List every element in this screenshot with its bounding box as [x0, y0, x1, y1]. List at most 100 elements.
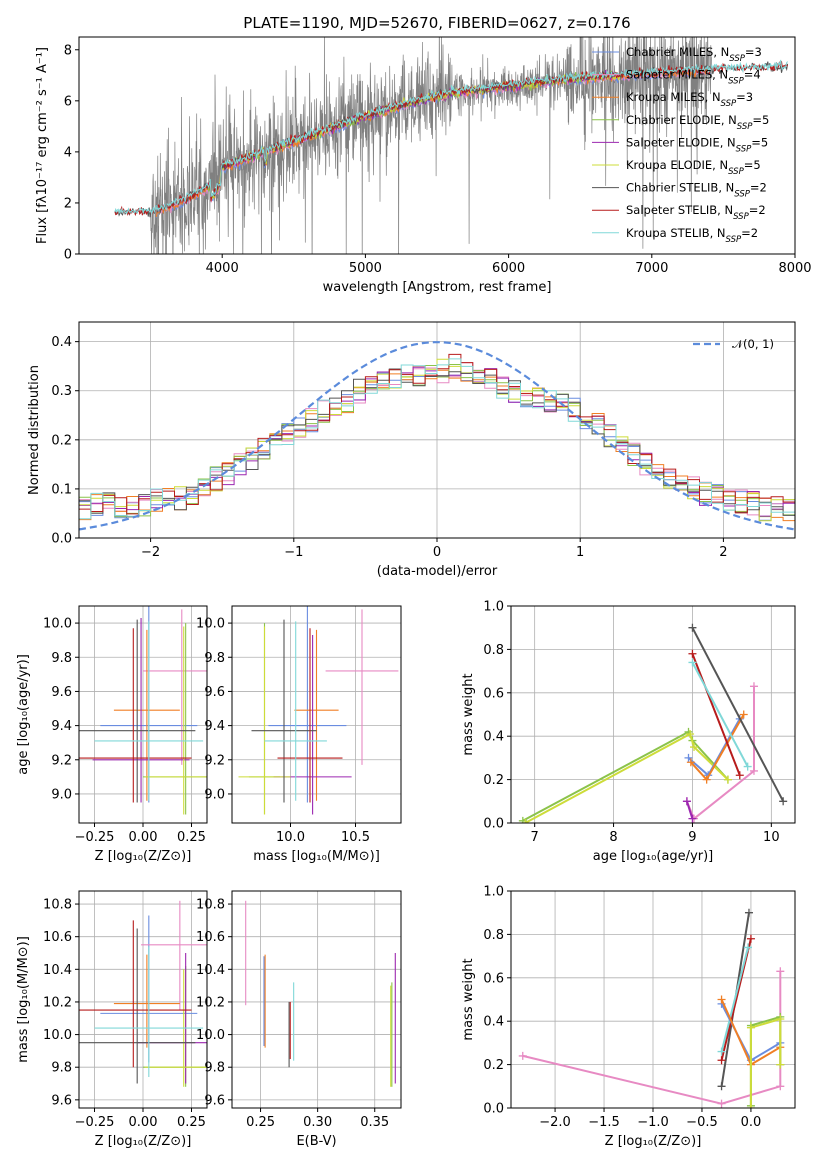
y-tick-label: 9.4 — [51, 719, 72, 734]
legend-entry: Salpeter STELIB, NSSP=2 — [626, 203, 766, 222]
point-marker — [749, 766, 758, 775]
y-tick-label: 10.0 — [43, 617, 72, 632]
y-tick-label: 10.2 — [43, 995, 72, 1010]
errorbar-salpeter-miles — [325, 609, 399, 765]
errorbar-kroupa-elodie — [238, 626, 291, 815]
legend-tail: =4 — [744, 68, 761, 82]
legend-text: Salpeter ELODIE, N — [626, 135, 736, 149]
x-tick-label: 0.25 — [246, 1115, 275, 1130]
y-tick-label: 0.1 — [51, 482, 72, 497]
legend-entry: Chabrier ELODIE, NSSP=5 — [626, 113, 769, 132]
point-marker — [518, 1051, 527, 1060]
legend-entry: Chabrier MILES, NSSP=3 — [626, 45, 762, 64]
legend-sub: SSP — [733, 212, 749, 222]
legend-sub: SSP — [737, 122, 753, 132]
point-marker — [702, 775, 711, 784]
y-tick-label: 9.6 — [51, 1093, 72, 1108]
y-tick-label: 0.2 — [483, 773, 504, 788]
x-tick-label: 8000 — [778, 261, 811, 276]
legend-sub: SSP — [721, 99, 737, 109]
point-marker — [743, 943, 752, 952]
series-salpeter-stelib — [688, 649, 744, 780]
legend-entry: Salpeter MILES, NSSP=4 — [626, 68, 761, 87]
legend-tail: =5 — [751, 135, 768, 149]
y-tick-label: 10.0 — [43, 1028, 72, 1043]
x-tick-label: 5000 — [349, 261, 382, 276]
legend-tail: =3 — [736, 90, 753, 104]
y-tick-label: 9.8 — [204, 651, 225, 666]
axes-frame — [78, 890, 208, 1109]
errorbar-salpeter-elodie — [273, 635, 352, 815]
point-marker — [735, 771, 744, 780]
point-marker — [682, 797, 691, 806]
point-marker — [717, 1082, 726, 1091]
point-marker — [776, 967, 785, 976]
y-tick-label: 10.4 — [196, 963, 225, 978]
series-salpeter-miles — [518, 967, 785, 1108]
legend-tail: =5 — [752, 113, 769, 127]
x-axis-label: Z [log₁₀(Z/Z⊙)] — [95, 1134, 192, 1149]
point-marker — [688, 658, 697, 667]
point-marker — [743, 762, 752, 771]
legend-tail: =2 — [750, 181, 767, 195]
grid — [232, 891, 401, 1108]
series-line — [749, 1017, 782, 1108]
point-marker — [717, 1099, 726, 1108]
errorbar-kroupa-stelib — [94, 621, 204, 801]
axes-frame — [231, 605, 402, 824]
legend-sub: SSP — [728, 167, 744, 177]
series-line — [691, 653, 741, 776]
series-kroupa-elodie — [521, 730, 732, 823]
y-tick-label: 9.6 — [204, 685, 225, 700]
age-vs-mass-panel: 10.0 10.5 9.0 9.2 9.4 9.6 9.8 10.0 mass [log₁₀(M… — [196, 605, 402, 864]
legend-entry: Kroupa STELIB, NSSP=2 — [626, 226, 758, 245]
x-tick-label: −0.5 — [686, 1115, 718, 1130]
x-tick-label: 0.00 — [129, 1115, 158, 1130]
legend-sub: SSP — [736, 144, 752, 154]
y-tick-label: 0.4 — [51, 335, 72, 350]
x-tick-label: 1 — [576, 545, 584, 560]
errorbar-chabrier-stelib — [251, 619, 317, 803]
point-marker — [688, 623, 697, 632]
legend-text: Chabrier MILES, N — [626, 45, 729, 59]
errorbar-kroupa-miles — [113, 629, 180, 801]
y-tick-label: 9.6 — [204, 1093, 225, 1108]
legend-entry: Chabrier STELIB, NSSP=2 — [626, 181, 767, 200]
legend-sub: SSP — [729, 54, 745, 64]
series-salpeter-elodie — [682, 797, 697, 823]
residuals-panel: −2 −1 0 1 2 0.0 0.1 0.2 0.3 0.4 (data-model)/error… — [27, 321, 796, 579]
age-vs-mass-points — [238, 606, 399, 815]
y-tick-label: 10.8 — [196, 898, 225, 913]
legend-text: Chabrier STELIB, N — [626, 181, 734, 195]
y-tick-label: 9.8 — [51, 1061, 72, 1076]
point-marker — [686, 758, 695, 767]
point-marker — [717, 995, 726, 1004]
normal-legend-label: 𝒩(0, 1) — [732, 337, 774, 351]
y-tick-label: 10.4 — [43, 963, 72, 978]
x-tick-label: −0.25 — [75, 830, 115, 845]
spectrum-title: PLATE=1190, MJD=52670, FIBERID=0627, z=0… — [243, 14, 630, 32]
grid — [79, 606, 207, 823]
legend-sub: SSP — [728, 77, 744, 87]
legend-tail: =3 — [745, 45, 762, 59]
legend-text: Kroupa STELIB, N — [626, 226, 726, 240]
axes-frame — [78, 605, 208, 824]
legend-text: Chabrier ELODIE, N — [626, 113, 737, 127]
histogram-kroupa-stelib — [79, 358, 795, 520]
model-spectrum-kroupa-stelib — [114, 59, 788, 215]
x-tick-label: 6000 — [492, 261, 525, 276]
x-tick-label: 0 — [433, 545, 441, 560]
y-tick-label: 0 — [64, 248, 72, 263]
y-axis-label: mass weight — [461, 673, 476, 755]
x-tick-label: −0.25 — [75, 1115, 115, 1130]
x-tick-label: 4000 — [206, 261, 239, 276]
histograms — [79, 341, 795, 531]
legend-entry: Kroupa MILES, NSSP=3 — [626, 90, 753, 109]
x-tick-label: −2 — [141, 545, 160, 560]
y-tick-label: 0.3 — [51, 384, 72, 399]
point-marker — [688, 814, 697, 823]
y-tick-label: 9.6 — [51, 685, 72, 700]
point-marker — [690, 743, 699, 752]
y-tick-label: 10.6 — [43, 930, 72, 945]
